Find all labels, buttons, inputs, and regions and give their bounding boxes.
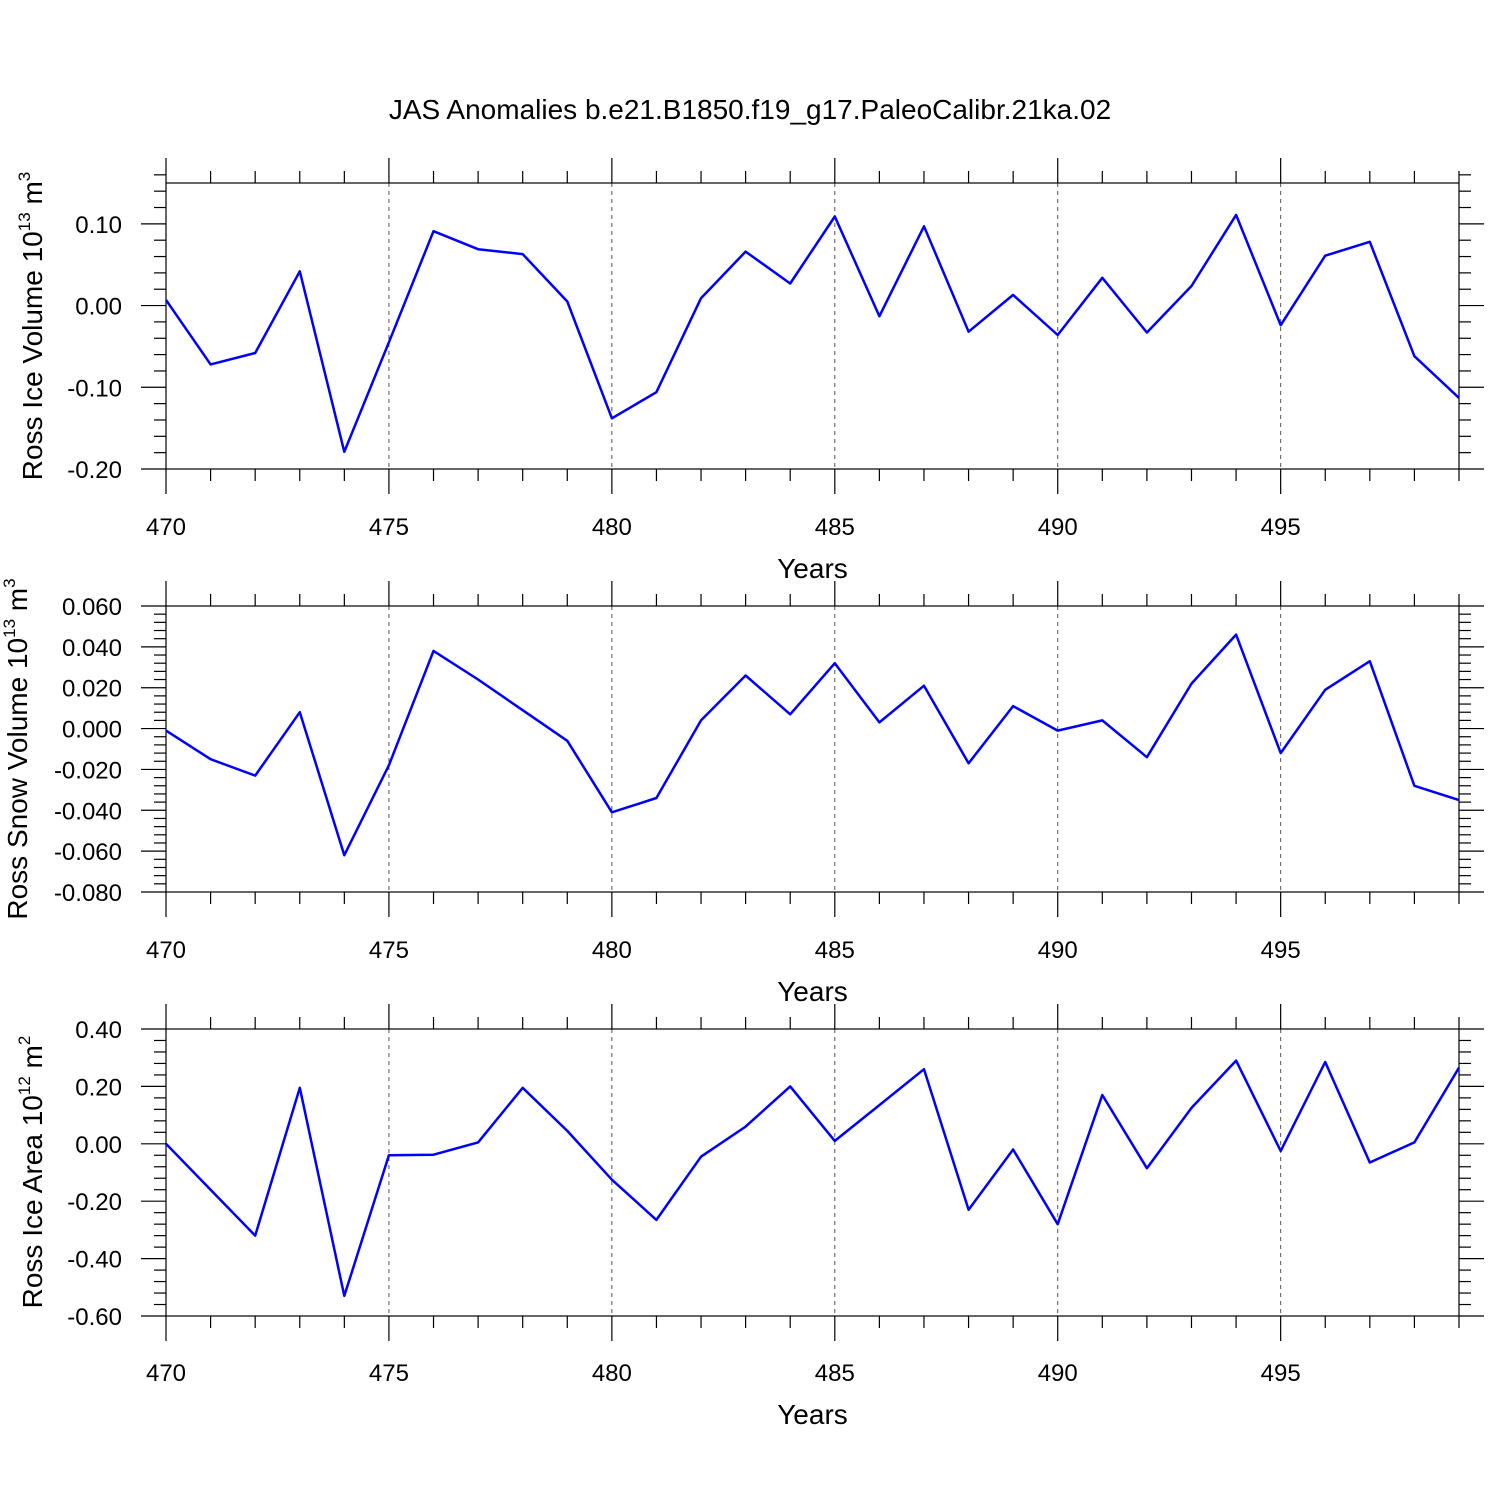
x-tick-label: 475 [369,937,409,964]
y-tick-labels: -0.20 -0.10 0.00 0.10 [67,212,122,484]
x-axis-label: Years [777,1399,848,1430]
x-tick-label: 480 [592,1360,632,1387]
x-tick-labels: 470 475 480 485 490 495 [146,1360,1301,1387]
x-tick-label: 495 [1261,514,1301,541]
x-tick-label: 470 [146,514,186,541]
x-axis-label: Years [777,976,848,1007]
y-tick-label: -0.60 [67,1304,122,1331]
y-tick-label: -0.040 [54,798,122,825]
y-axis-label: Ross Ice Area 1012 m2 [15,1036,48,1309]
x-tick-labels: 470 475 480 485 490 495 [146,514,1301,541]
plot-frame [165,605,1460,893]
y-tick-label: 0.060 [62,594,122,621]
grid [388,183,1282,469]
y-tick-label: 0.10 [75,212,122,239]
y-tick-label: 0.40 [75,1017,122,1044]
tick-marks [141,581,1484,917]
panel-ice-volume: -0.20 -0.10 0.00 0.10 470 475 480 485 490 495 Ye… [15,158,1484,584]
y-tick-label: -0.020 [54,757,122,784]
x-tick-label: 470 [146,937,186,964]
panel-ice-area: -0.60 -0.40 -0.20 0.00 0.20 0.40 470 475 480 485… [15,1004,1484,1430]
y-tick-label: -0.40 [67,1247,122,1274]
x-axis-label: Years [777,553,848,584]
y-tick-label: 0.00 [75,294,122,321]
x-tick-label: 480 [592,937,632,964]
y-tick-labels: -0.60 -0.40 -0.20 0.00 0.20 0.40 [67,1017,122,1331]
series-line [164,213,1460,454]
chart-title: JAS Anomalies b.e21.B1850.f19_g17.PaleoC… [389,94,1111,125]
x-tick-label: 485 [815,514,855,541]
x-tick-label: 475 [369,1360,409,1387]
series-line [165,633,1460,857]
y-tick-label: -0.060 [54,839,122,866]
tick-marks [141,158,1484,494]
x-tick-label: 485 [815,937,855,964]
x-tick-label: 470 [146,1360,186,1387]
x-tick-label: 490 [1038,937,1078,964]
x-tick-label: 495 [1261,937,1301,964]
plot-frame [165,1028,1460,1317]
y-tick-label: 0.00 [75,1132,122,1159]
plot-frame [165,182,1460,470]
grid [388,1029,1282,1316]
y-tick-labels: -0.080 -0.060 -0.040 -0.020 0.000 0.020 0.040 0… [54,594,122,907]
y-tick-label: -0.10 [67,375,122,402]
y-tick-label: 0.020 [62,676,122,703]
x-tick-label: 485 [815,1360,855,1387]
panel-snow-volume: -0.080 -0.060 -0.040 -0.020 0.000 0.020 0.040 0… [0,578,1484,1007]
x-tick-label: 495 [1261,1360,1301,1387]
y-tick-label: -0.080 [54,880,122,907]
x-tick-label: 480 [592,514,632,541]
series-line [165,1059,1461,1298]
y-tick-label: 0.040 [62,635,122,662]
x-tick-label: 475 [369,514,409,541]
x-tick-labels: 470 475 480 485 490 495 [146,937,1301,964]
y-tick-label: 0.000 [62,717,122,744]
x-tick-label: 490 [1038,1360,1078,1387]
grid [388,606,1282,892]
y-tick-label: 0.20 [75,1074,122,1101]
y-tick-label: -0.20 [67,457,122,484]
y-axis-label: Ross Ice Volume 1013 m3 [15,172,48,481]
tick-marks [141,1004,1484,1341]
y-axis-label: Ross Snow Volume 1013 m3 [0,578,33,919]
y-tick-label: -0.20 [67,1189,122,1216]
x-tick-label: 490 [1038,514,1078,541]
